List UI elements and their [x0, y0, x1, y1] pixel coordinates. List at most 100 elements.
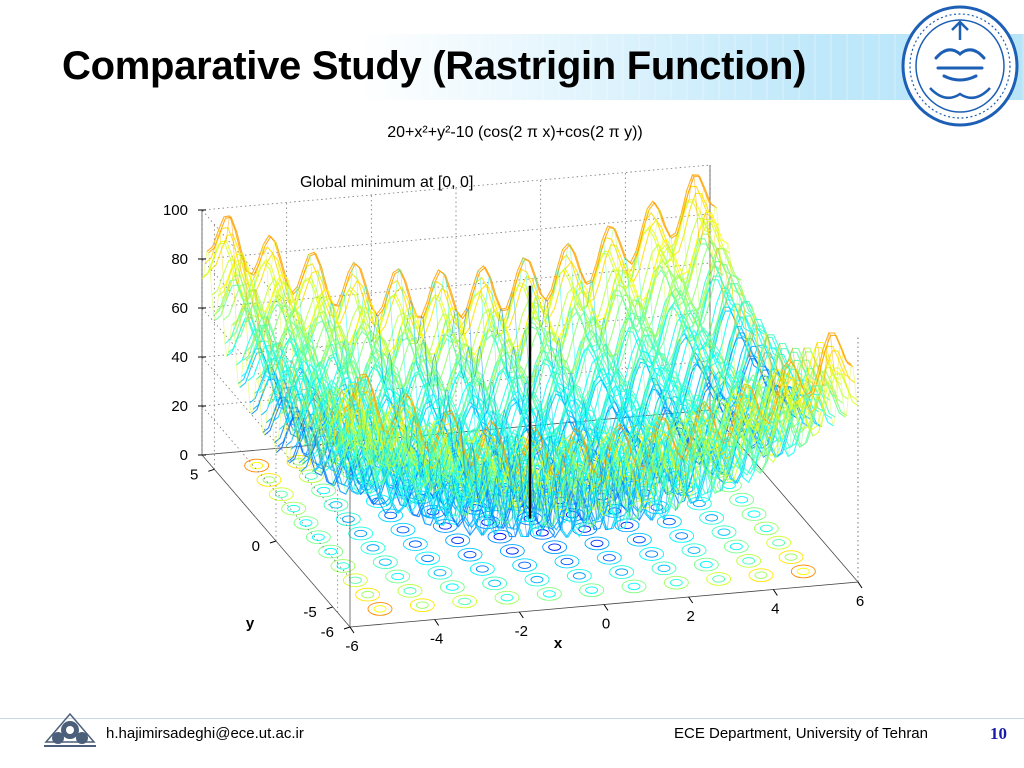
- contour-ring: [706, 572, 732, 586]
- contour-ring: [524, 572, 550, 587]
- surface-row-line: [336, 384, 846, 529]
- contour-ring: [651, 561, 677, 576]
- surface-row-line: [288, 386, 798, 530]
- y-tick-mark: [208, 468, 215, 472]
- contour-ring: [663, 575, 689, 590]
- x-tick-label: -4: [430, 631, 443, 648]
- contour-ring: [324, 547, 338, 556]
- contour-ring: [735, 496, 749, 504]
- contour-ring: [518, 561, 532, 569]
- contour-ring: [656, 514, 682, 529]
- x-tick-label: 6: [856, 593, 864, 610]
- ece-department-logo-icon: [44, 712, 96, 747]
- contour-ring: [378, 508, 404, 523]
- contour-ring: [662, 517, 676, 526]
- contour-ring: [463, 551, 477, 559]
- contour-ring: [341, 515, 355, 523]
- contour-ring: [742, 557, 756, 565]
- contour-ring: [427, 565, 453, 580]
- footer-rule: [0, 718, 1024, 719]
- contour-ring: [687, 546, 701, 554]
- contour-ring: [560, 557, 574, 566]
- surface-column-line: [506, 291, 656, 513]
- university-of-tehran-seal-icon: [901, 5, 1019, 127]
- surface-column-line: [574, 269, 723, 492]
- surface-column-line: [551, 268, 701, 490]
- contour-ring: [778, 550, 804, 564]
- surface-column-line: [258, 243, 407, 466]
- y-tick-label: 0: [252, 538, 260, 555]
- contour-ring: [378, 558, 392, 566]
- surface-column-line: [438, 273, 588, 495]
- surface-column-line: [416, 315, 565, 537]
- contour-ring: [596, 550, 622, 565]
- contour-ring: [686, 496, 712, 511]
- contour-ring: [373, 605, 387, 613]
- contour-ring: [402, 537, 428, 551]
- contour-ring: [311, 533, 325, 541]
- x-tick-mark: [603, 604, 609, 611]
- contour-ring: [336, 562, 350, 570]
- surface-column-line: [201, 250, 351, 472]
- contour-ring: [542, 590, 556, 598]
- global-minimum-annotation: Global minimum at [0, 0]: [300, 174, 473, 191]
- surface-column-line: [675, 213, 825, 436]
- x-tick-mark: [857, 581, 863, 589]
- z-tick-label: 60: [171, 300, 188, 317]
- contour-ring: [747, 510, 761, 518]
- contour-ring: [372, 555, 398, 570]
- surface-column-line: [472, 270, 622, 492]
- surface-column-line: [687, 174, 836, 396]
- surface-row-line: [324, 393, 834, 538]
- surface-column-line: [213, 230, 362, 452]
- contour-ring: [639, 547, 665, 561]
- y-tick-mark: [269, 540, 277, 544]
- surface-row-line: [292, 353, 801, 498]
- contour-ring: [566, 568, 592, 583]
- contour-ring: [796, 567, 810, 576]
- y-tick-label: 5: [190, 466, 198, 483]
- surface-row-line: [311, 394, 821, 539]
- y-tick-label: -5: [303, 604, 316, 621]
- surface-column-line: [495, 308, 644, 530]
- contour-ring: [729, 542, 743, 551]
- contour-ring: [452, 594, 478, 609]
- contour-ring: [304, 472, 318, 480]
- x-tick-mark: [518, 611, 524, 619]
- contour-ring: [602, 554, 616, 562]
- contour-ring: [366, 544, 380, 552]
- surface-row-line: [334, 371, 844, 515]
- surface-column-line: [709, 205, 859, 427]
- contour-ring: [298, 469, 324, 484]
- contour-ring: [354, 529, 368, 538]
- contour-ring: [323, 497, 349, 512]
- contour-ring: [669, 529, 695, 543]
- contour-ring: [458, 597, 472, 606]
- contour-ring: [729, 492, 755, 507]
- contour-ring: [584, 536, 610, 551]
- surface-column-line: [596, 239, 746, 462]
- contour-ring: [754, 571, 768, 579]
- surface-mesh: [201, 174, 859, 539]
- contour-ring: [482, 576, 508, 591]
- surface-column-line: [325, 302, 475, 525]
- footer-department: ECE Department, University of Tehran: [674, 725, 928, 742]
- contour-ring: [493, 532, 507, 541]
- contour-ring: [348, 526, 374, 541]
- contour-ring: [361, 590, 375, 599]
- contour-ring: [736, 553, 762, 568]
- surface-column-line: [246, 273, 396, 495]
- contour-ring: [415, 601, 429, 609]
- contour-ring: [609, 565, 635, 579]
- contour-ring: [348, 576, 362, 584]
- z-tick-label: 20: [171, 398, 188, 415]
- surface-column-line: [540, 299, 690, 521]
- surface-column-line: [450, 308, 599, 531]
- surface-column-line: [359, 285, 509, 507]
- surface-column-line: [653, 208, 802, 431]
- contour-ring: [438, 522, 452, 530]
- contour-ring: [330, 559, 356, 573]
- x-axis-label: x: [554, 635, 563, 652]
- contour-ring: [391, 572, 405, 581]
